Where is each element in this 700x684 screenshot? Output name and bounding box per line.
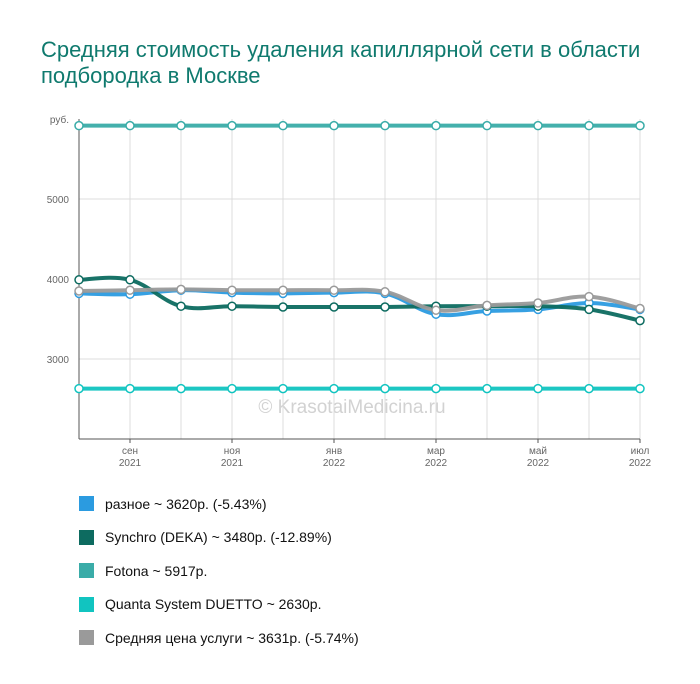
legend-label: Synchro (DEKA) ~ 3480р. (-12.89%) xyxy=(105,529,332,546)
x-tick-label-year: 2022 xyxy=(527,458,550,469)
x-tick-label-month: июл xyxy=(631,446,650,457)
series-4-point xyxy=(176,284,186,295)
legend-swatch xyxy=(79,596,94,612)
x-tick-label-year: 2022 xyxy=(425,458,448,469)
legend-label: Quanta System DUETTO ~ 2630р. xyxy=(105,596,322,613)
series-0-point xyxy=(482,120,492,131)
y-tick-label: 3000 xyxy=(47,355,70,366)
series-1-point xyxy=(329,383,339,394)
series-1-point xyxy=(176,383,186,394)
x-tick-label-month: янв xyxy=(326,446,342,457)
x-tick-label-month: ноя xyxy=(224,446,241,457)
series-3-point xyxy=(227,301,237,311)
series-4-point xyxy=(329,285,339,295)
legend-swatch xyxy=(79,563,94,579)
series-3-point xyxy=(329,302,339,312)
legend-label: Fotona ~ 5917р. xyxy=(105,562,208,579)
legend-item: Средняя цена услуги ~ 3631р. (-5.74%) xyxy=(79,621,359,655)
series-0-point xyxy=(329,120,339,131)
series-3-point xyxy=(584,304,594,315)
chart-grid xyxy=(78,119,641,439)
legend-item: разное ~ 3620р. (-5.43%) xyxy=(79,487,359,521)
legend-item: Fotona ~ 5917р. xyxy=(79,554,359,588)
legend-item: Synchro (DEKA) ~ 3480р. (-12.89%) xyxy=(79,521,359,555)
legend-swatch xyxy=(79,496,94,512)
x-tick-label-month: сен xyxy=(122,446,138,457)
series-0-point xyxy=(533,120,543,131)
series-4-point xyxy=(482,300,492,311)
legend-swatch xyxy=(79,630,94,646)
series-1-point xyxy=(74,383,84,394)
series-0-point xyxy=(380,120,390,131)
y-tick-label: 5000 xyxy=(47,195,70,206)
series-1-point xyxy=(482,383,492,394)
series-0-point xyxy=(125,120,135,131)
legend-label: разное ~ 3620р. (-5.43%) xyxy=(105,495,267,512)
series-1-point xyxy=(125,383,135,394)
series-0-point xyxy=(74,120,84,131)
series-1-point xyxy=(227,383,237,394)
series-3-point xyxy=(278,302,288,312)
chart-series xyxy=(77,123,642,391)
series-0-point xyxy=(176,120,186,131)
series-3-point xyxy=(176,301,186,311)
series-4-point xyxy=(227,285,237,295)
series-4-point xyxy=(380,287,390,297)
series-3-point xyxy=(635,315,645,326)
series-4-point xyxy=(635,303,645,314)
series-0-point xyxy=(431,120,441,131)
x-tick-label-month: мар xyxy=(427,446,445,457)
series-0-point xyxy=(584,120,594,131)
legend-label: Средняя цена услуги ~ 3631р. (-5.74%) xyxy=(105,629,359,646)
series-0-point xyxy=(635,120,645,131)
series-4-point xyxy=(74,286,84,296)
y-unit-label: руб. xyxy=(50,114,69,126)
series-4-point xyxy=(584,291,594,302)
x-tick-label-year: 2022 xyxy=(629,458,652,469)
x-tick-label-month: май xyxy=(529,446,547,457)
series-3-point xyxy=(74,275,84,285)
series-1-point xyxy=(380,383,390,394)
chart-legend: разное ~ 3620р. (-5.43%) Synchro (DEKA) ~… xyxy=(79,487,359,655)
series-2-line xyxy=(77,288,642,318)
series-4-point xyxy=(278,285,288,295)
chart-axes: 300040005000руб.сен2021ноя2021янв2022мар… xyxy=(47,114,652,469)
series-1-point xyxy=(431,383,441,394)
chart-points xyxy=(74,120,645,394)
series-4-point xyxy=(125,285,135,295)
series-4-point xyxy=(533,298,543,308)
legend-swatch xyxy=(79,529,94,545)
series-0-point xyxy=(227,120,237,131)
chart-title: Средняя стоимость удаления капиллярной с… xyxy=(41,37,641,88)
watermark: © KrasotaiMedicina.ru xyxy=(258,397,445,418)
x-tick-label-year: 2021 xyxy=(119,458,142,469)
y-tick-label: 4000 xyxy=(47,275,70,286)
series-4-point xyxy=(431,305,441,315)
series-3-point xyxy=(380,302,390,312)
series-1-point xyxy=(533,383,543,394)
series-3-point xyxy=(125,275,135,285)
x-tick-label-year: 2022 xyxy=(323,458,346,469)
series-1-point xyxy=(635,383,645,394)
series-1-point xyxy=(584,383,594,394)
series-0-point xyxy=(278,120,288,131)
series-1-point xyxy=(278,383,288,394)
x-tick-label-year: 2021 xyxy=(221,458,244,469)
legend-item: Quanta System DUETTO ~ 2630р. xyxy=(79,588,359,622)
